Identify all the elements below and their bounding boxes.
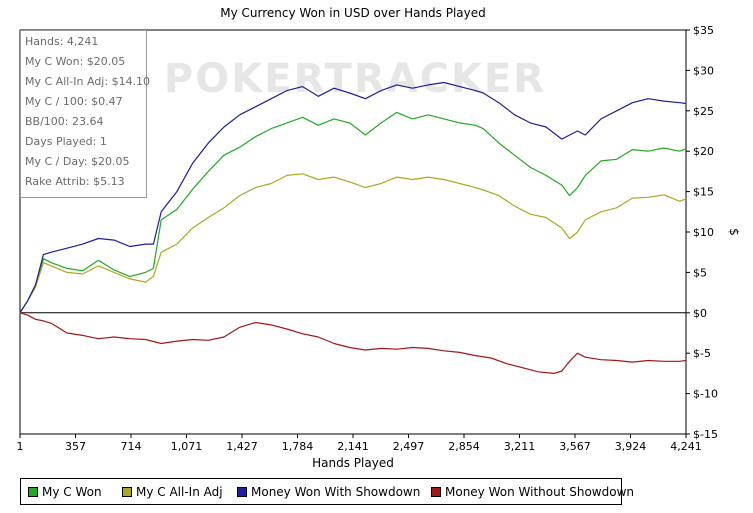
x-axis-label: Hands Played xyxy=(312,456,394,470)
series-line-2 xyxy=(19,81,687,314)
y-tick-label: $15 xyxy=(693,186,714,199)
legend-swatch xyxy=(28,487,38,497)
stat-won: My C Won: $20.05 xyxy=(25,55,126,68)
legend-item-all-in-adj: My C All-In Adj xyxy=(122,485,223,499)
y-tick-label: $30 xyxy=(693,64,714,77)
y-axis-label: $ xyxy=(727,228,741,236)
stat-rake: Rake Attrib: $5.13 xyxy=(25,175,125,188)
stat-per-day: My C / Day: $20.05 xyxy=(25,155,130,168)
y-tick-label: $25 xyxy=(693,105,714,118)
y-tick-label: $10 xyxy=(693,226,714,239)
x-tick-label: 2,141 xyxy=(337,440,369,453)
legend-item-without-showdown: Money Won Without Showdown xyxy=(431,485,634,499)
stat-bb-100: BB/100: 23.64 xyxy=(25,115,104,128)
series-line-1 xyxy=(19,173,687,314)
legend-label: Money Won With Showdown xyxy=(251,485,421,499)
x-tick-label: 3,567 xyxy=(559,440,591,453)
x-tick-label: 1,784 xyxy=(282,440,314,453)
x-tick-label: 2,854 xyxy=(448,440,480,453)
y-tick-label: $-5 xyxy=(693,347,711,360)
stat-per-100: My C / 100: $0.47 xyxy=(25,95,123,108)
legend-swatch xyxy=(122,487,132,497)
x-tick-label: 4,241 xyxy=(670,440,702,453)
x-tick-label: 357 xyxy=(65,440,86,453)
series-line-0 xyxy=(19,111,687,314)
stat-allin-adj: My C All-In Adj: $14.10 xyxy=(25,75,151,88)
y-tick-label: $5 xyxy=(693,266,707,279)
y-tick-label: $20 xyxy=(693,145,714,158)
x-tick-label: 2,497 xyxy=(393,440,425,453)
legend-label: My C Won xyxy=(42,485,102,499)
legend-item-with-showdown: Money Won With Showdown xyxy=(237,485,420,499)
stat-days-played: Days Played: 1 xyxy=(25,135,107,148)
legend-swatch xyxy=(237,487,247,497)
stats-box: Hands: 4,241 My C Won: $20.05 My C All-I… xyxy=(20,30,151,198)
legend-label: Money Won Without Showdown xyxy=(445,485,634,499)
legend: My C Won My C All-In Adj Money Won With … xyxy=(20,478,634,505)
legend-item-my-c-won: My C Won xyxy=(28,485,102,499)
legend-swatch xyxy=(431,487,441,497)
series-line-3 xyxy=(19,312,687,374)
x-tick-label: 3,211 xyxy=(504,440,536,453)
y-tick-label: $0 xyxy=(693,307,707,320)
x-tick-label: 1,071 xyxy=(171,440,203,453)
y-tick-label: $-10 xyxy=(693,388,718,401)
x-tick-label: 1 xyxy=(17,440,24,453)
stat-hands: Hands: 4,241 xyxy=(25,35,99,48)
x-tick-label: 1,427 xyxy=(226,440,258,453)
x-tick-label: 714 xyxy=(121,440,142,453)
x-tick-label: 3,924 xyxy=(615,440,647,453)
chart-title: My Currency Won in USD over Hands Played xyxy=(220,6,486,20)
y-tick-label: $-15 xyxy=(693,428,718,441)
y-tick-label: $35 xyxy=(693,24,714,37)
legend-label: My C All-In Adj xyxy=(136,485,223,499)
